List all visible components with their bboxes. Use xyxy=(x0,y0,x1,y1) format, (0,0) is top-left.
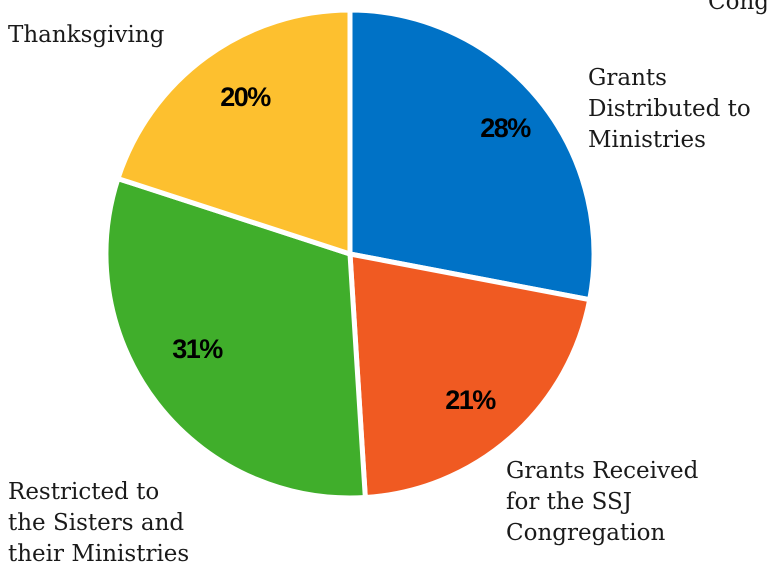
category-label: Ministries xyxy=(588,127,706,153)
pie-slice xyxy=(103,176,368,501)
category-label: Congregation xyxy=(506,520,665,546)
percent-label: 21% xyxy=(445,385,496,415)
category-label: Grants Received xyxy=(506,458,699,484)
clipped-label: Cong xyxy=(708,0,769,15)
category-label: Grants xyxy=(588,65,667,91)
category-labels: Cong Grants Distributed to Ministries Grant… xyxy=(8,0,769,567)
pie-slice xyxy=(347,7,597,303)
category-label: Distributed to xyxy=(588,96,751,122)
percent-label: 20% xyxy=(220,82,271,112)
category-label: Restricted to xyxy=(8,479,159,505)
category-label: Thanksgiving xyxy=(8,22,165,48)
pie-slices xyxy=(103,7,597,501)
category-label: the Sisters and xyxy=(8,510,184,536)
pie-slice xyxy=(115,7,353,257)
category-label: for the SSJ xyxy=(506,489,632,515)
pie-slice xyxy=(347,251,593,501)
category-label: their Ministries xyxy=(8,541,189,567)
percent-labels: 28% 21% 31% 20% xyxy=(172,82,533,415)
percent-label: 31% xyxy=(172,334,223,364)
percent-label: 28% xyxy=(480,113,531,143)
